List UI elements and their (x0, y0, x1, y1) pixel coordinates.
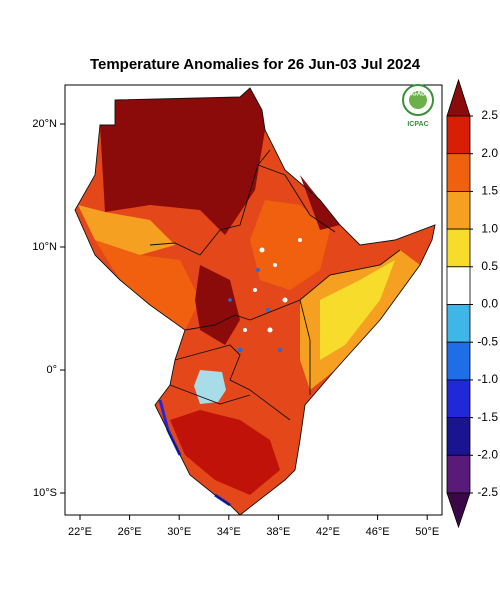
lon-tick-label: 38°E (266, 526, 290, 538)
colorbar-swatch (446, 115, 471, 155)
lon-tick-label: 30°E (167, 526, 191, 538)
logo: IGAD ICPAC (402, 84, 434, 128)
colorbar-swatch (446, 454, 471, 494)
lat-tick-label: 20°N (32, 118, 57, 130)
colorbar-label: 0.5 (481, 259, 498, 273)
colorbar-label: 1.5 (481, 184, 498, 198)
map-title: Temperature Anomalies for 26 Jun-03 Jul … (90, 56, 421, 73)
colorbar-label: -0.5 (477, 334, 498, 348)
colorbar-swatch (446, 266, 471, 305)
colorbar-swatch (446, 341, 471, 381)
colorbar-swatch (446, 153, 471, 192)
lon-tick-label: 22°E (68, 526, 92, 538)
colorbar-swatch (446, 190, 471, 230)
borders (74, 87, 436, 516)
logo-text: IGAD (411, 92, 427, 98)
lat-tick-label: 10°N (32, 241, 57, 253)
colorbar-swatch (446, 379, 471, 418)
colorbar-label: -2.0 (477, 447, 498, 461)
colorbar-swatch (446, 417, 471, 456)
colorbar-label: 0.0 (481, 297, 498, 311)
colorbar-swatch (446, 304, 471, 343)
colorbar-label: 2.5 (481, 108, 498, 122)
lat-tick-label: 0° (46, 364, 57, 376)
lon-tick-label: 50°E (415, 526, 439, 538)
colorbar-label: -2.5 (477, 485, 498, 499)
lon-tick-label: 46°E (366, 526, 390, 538)
land (75, 88, 435, 515)
colorbar-label: -1.0 (477, 372, 498, 386)
colorbar-label: -1.5 (477, 410, 498, 424)
logo-caption: ICPAC (407, 121, 428, 128)
colorbar-swatch (446, 228, 471, 268)
colorbar-label: 2.0 (481, 146, 498, 160)
lat-tick-label: 10°S (33, 487, 57, 499)
colorbar-arrow (446, 492, 471, 529)
lon-tick-label: 34°E (217, 526, 241, 538)
colorbar-label: 1.0 (481, 221, 498, 235)
lon-tick-label: 42°E (316, 526, 340, 538)
colorbar-arrow (446, 78, 471, 117)
lon-tick-label: 26°E (118, 526, 142, 538)
